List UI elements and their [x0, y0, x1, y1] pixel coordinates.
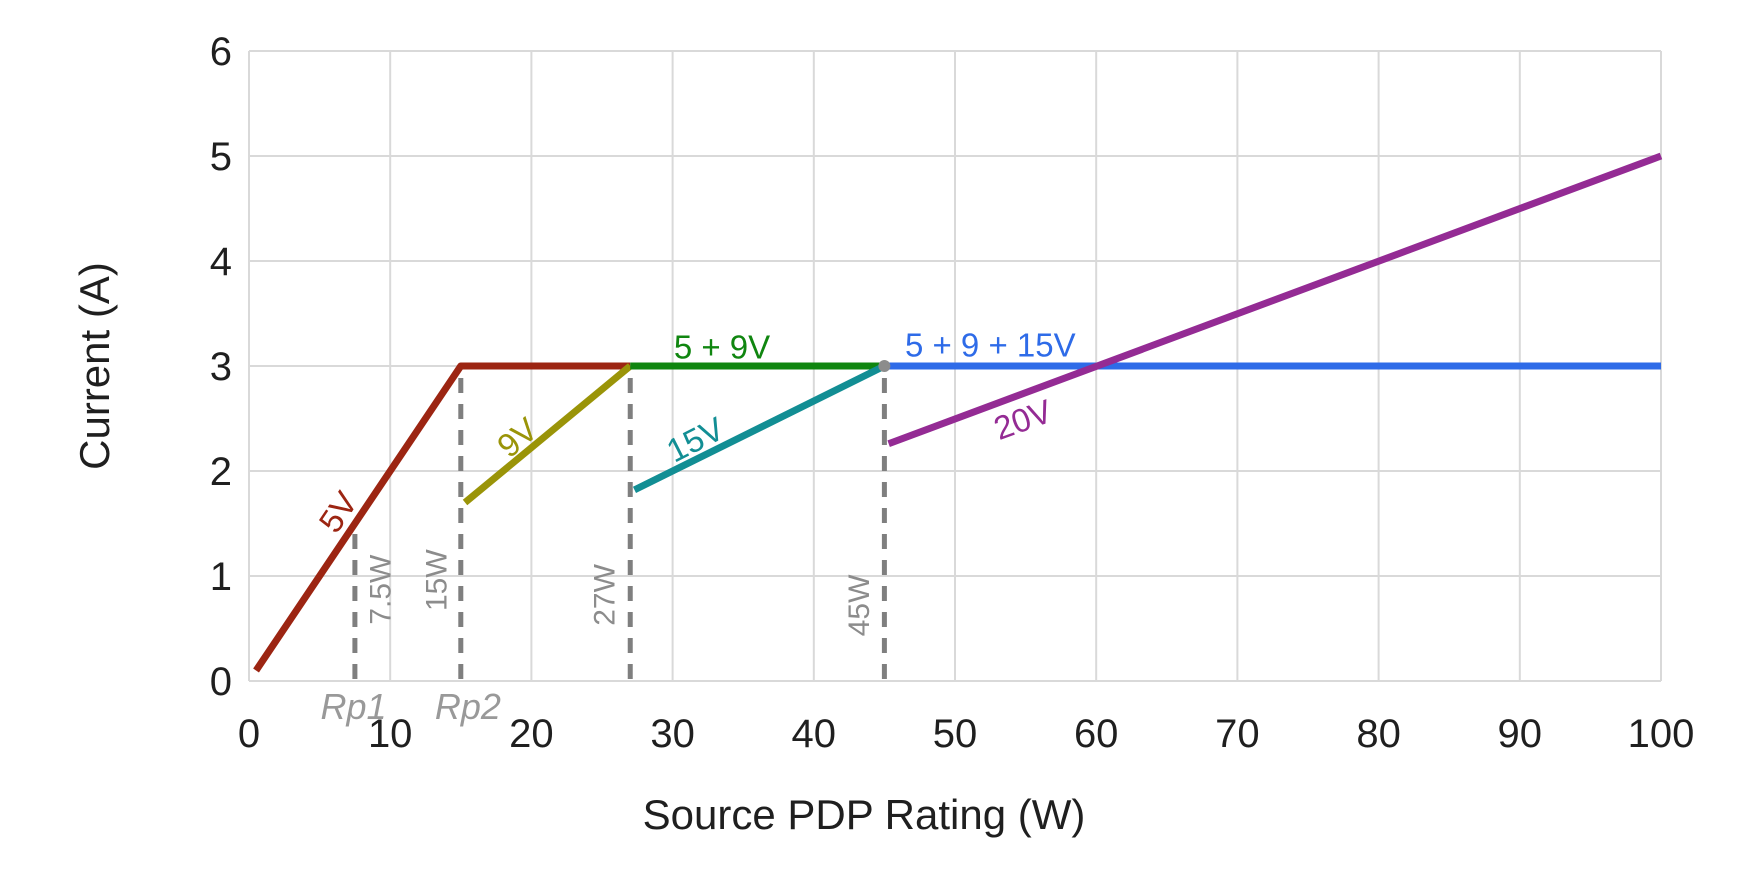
- series-label-5+9V: 5 + 9V: [674, 329, 770, 366]
- axis-annotation-Rp2: Rp2: [435, 686, 501, 727]
- y-tick-3: 3: [210, 345, 232, 389]
- x-tick-50: 50: [933, 712, 978, 756]
- x-tick-90: 90: [1498, 712, 1543, 756]
- x-tick-40: 40: [792, 712, 837, 756]
- series-label-9V: 9V: [490, 410, 545, 464]
- x-tick-10: 10: [368, 712, 413, 756]
- y-tick-0: 0: [210, 660, 232, 704]
- y-tick-6: 6: [210, 30, 232, 74]
- series-line-9V: [462, 363, 633, 506]
- threshold-label-45W: 45W: [843, 574, 876, 636]
- y-tick-4: 4: [210, 240, 232, 284]
- x-tick-0: 0: [238, 712, 260, 756]
- y-tick-5: 5: [210, 135, 232, 179]
- x-tick-60: 60: [1074, 712, 1119, 756]
- series-line-5V: [253, 362, 631, 673]
- series-label-5+9+15V: 5 + 9 + 15V: [905, 327, 1076, 364]
- x-tick-30: 30: [650, 712, 695, 756]
- junction-marker-0: [878, 360, 891, 372]
- series-line-20V: [887, 152, 1663, 447]
- y-tick-1: 1: [210, 555, 232, 599]
- x-axis-title: Source PDP Rating (W): [642, 791, 1086, 838]
- threshold-label-15W: 15W: [420, 549, 453, 611]
- x-tick-80: 80: [1356, 712, 1401, 756]
- series-line-15V: [632, 362, 886, 494]
- x-tick-70: 70: [1215, 712, 1260, 756]
- axis-annotation-Rp1: Rp1: [320, 686, 386, 727]
- x-tick-20: 20: [509, 712, 554, 756]
- series-label-5V: 5V: [311, 485, 364, 539]
- x-tick-100: 100: [1628, 712, 1695, 756]
- y-axis-title: Current (A): [71, 262, 118, 470]
- y-tick-2: 2: [210, 450, 232, 494]
- threshold-label-7.5W: 7.5W: [364, 554, 397, 625]
- threshold-label-27W: 27W: [589, 563, 622, 625]
